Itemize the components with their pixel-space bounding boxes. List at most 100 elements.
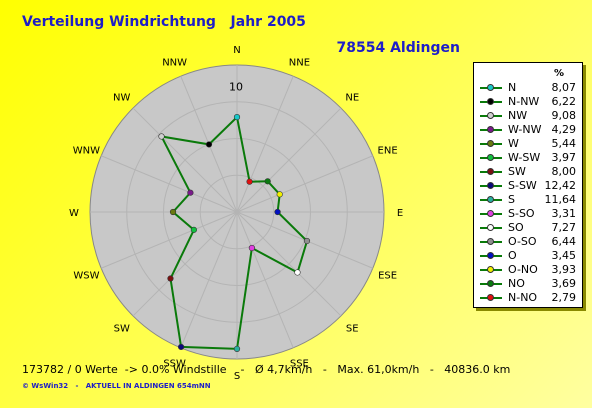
legend-label: SO (508, 221, 524, 234)
point-nne (246, 178, 253, 185)
direction-label-ne: NE (345, 93, 359, 104)
legend-value: 5,44 (551, 137, 577, 150)
legend-item: O 3,45 (474, 249, 582, 263)
legend-value: 4,29 (551, 123, 577, 136)
direction-label-ene: ENE (378, 146, 398, 157)
legend-value: 3,69 (551, 277, 577, 290)
direction-label-n: N (233, 45, 240, 56)
legend-label: W-SW (508, 151, 541, 164)
legend-label: W-NW (508, 123, 542, 136)
legend-marker (487, 224, 494, 231)
grid-spoke-sw (132, 211, 238, 317)
legend-value: 3,31 (551, 207, 577, 220)
point-ese (303, 237, 311, 245)
legend-item: NW 9,08 (474, 109, 582, 123)
direction-label-sse: SSE (290, 359, 309, 370)
chart-title: Verteilung Windrichtung Jahr 2005 (22, 14, 306, 30)
legend-marker (487, 294, 494, 301)
legend-item: N 8,07 (474, 81, 582, 95)
point-s (233, 345, 241, 352)
legend-label: SW (508, 165, 526, 178)
direction-label-nne: NNE (289, 57, 310, 68)
legend-marker (487, 266, 494, 273)
point-se (294, 269, 301, 276)
legend-item: S-SO 3,31 (474, 207, 582, 221)
legend-label: NO (508, 277, 525, 290)
legend-marker (487, 98, 494, 105)
legend-marker (487, 112, 494, 119)
legend-item: S 11,64 (474, 193, 582, 207)
legend-item: W-SW 3,97 (474, 151, 582, 165)
legend-value: 11,64 (544, 193, 577, 206)
legend-marker (487, 168, 494, 175)
ring-label: 10 (229, 80, 243, 93)
legend-value: 3,97 (551, 151, 577, 164)
legend-value: 2,79 (551, 291, 577, 304)
grid-spoke-se (236, 211, 342, 317)
direction-label-wsw: WSW (73, 270, 99, 281)
legend-unit: % (553, 68, 564, 79)
grid-spoke-ssw (180, 211, 238, 349)
legend-value: 6,44 (551, 235, 577, 248)
point-nw (158, 133, 165, 140)
direction-label-ese: ESE (378, 270, 397, 281)
point-w (169, 208, 177, 216)
grid-spoke-nne (236, 75, 294, 213)
footer-stats: 173782 / 0 Werte -> 0.0% Windstille - Ø … (22, 363, 511, 376)
rose-grid (90, 65, 384, 359)
legend-item: SW 8,00 (474, 165, 582, 179)
station-label: 78554 Aldingen (336, 40, 460, 56)
point-ssw (178, 343, 185, 351)
point-sw (167, 275, 174, 282)
legend-value: 3,93 (551, 263, 577, 276)
series-markers (158, 113, 311, 352)
legend-item: N-NO 2,79 (474, 291, 582, 305)
direction-label-sw: SW (114, 323, 130, 334)
legend-marker (487, 280, 494, 287)
legend-label: N-NW (508, 95, 540, 108)
legend-item: O-NO 3,93 (474, 263, 582, 277)
grid-spoke-wsw (100, 211, 238, 269)
legend-item: NO 3,69 (474, 277, 582, 291)
legend-label: O-NO (508, 263, 538, 276)
point-e (274, 208, 281, 216)
grid-spoke-sse (236, 211, 294, 349)
direction-label-w: W (69, 208, 79, 219)
point-ne (264, 178, 271, 185)
legend-marker (487, 140, 494, 147)
direction-label-s: S (234, 371, 240, 382)
grid-spoke-nw (132, 107, 238, 213)
legend-label: S-SW (508, 179, 537, 192)
point-nnw (205, 141, 213, 148)
point-wsw (190, 226, 197, 233)
legend-marker (487, 154, 494, 161)
legend-value: 8,00 (551, 165, 577, 178)
point-wnw (187, 189, 194, 196)
legend-item: O-SO 6,44 (474, 235, 582, 249)
direction-label-nw: NW (113, 93, 130, 104)
legend-marker (487, 238, 494, 245)
direction-label-e: E (397, 208, 403, 219)
legend-item: SO 7,27 (474, 221, 582, 235)
legend-value: 6,22 (551, 95, 577, 108)
legend-label: N (508, 81, 517, 94)
legend-marker (487, 196, 494, 203)
legend: % N 8,07 N-NW 6,22 NW 9,08 W-NW 4,29 W 5,44 W-SW 3,… (473, 62, 583, 308)
legend-label: S (508, 193, 515, 206)
legend-label: W (508, 137, 519, 150)
point-sse (248, 244, 255, 252)
legend-item: S-SW 12,42 (474, 179, 582, 193)
legend-marker (487, 84, 494, 91)
direction-label-nnw: NNW (162, 57, 187, 68)
legend-marker (487, 210, 494, 217)
legend-marker (487, 252, 494, 259)
footer-credit: © WsWin32 - AKTUELL IN ALDINGEN 654mNN (22, 382, 211, 390)
direction-label-se: SE (346, 323, 359, 334)
legend-value: 12,42 (544, 179, 577, 192)
legend-marker (487, 182, 494, 189)
legend-label: S-SO (508, 207, 535, 220)
legend-label: NW (508, 109, 528, 122)
grid-spoke-ene (236, 155, 374, 213)
direction-label-wnw: WNW (73, 146, 100, 157)
